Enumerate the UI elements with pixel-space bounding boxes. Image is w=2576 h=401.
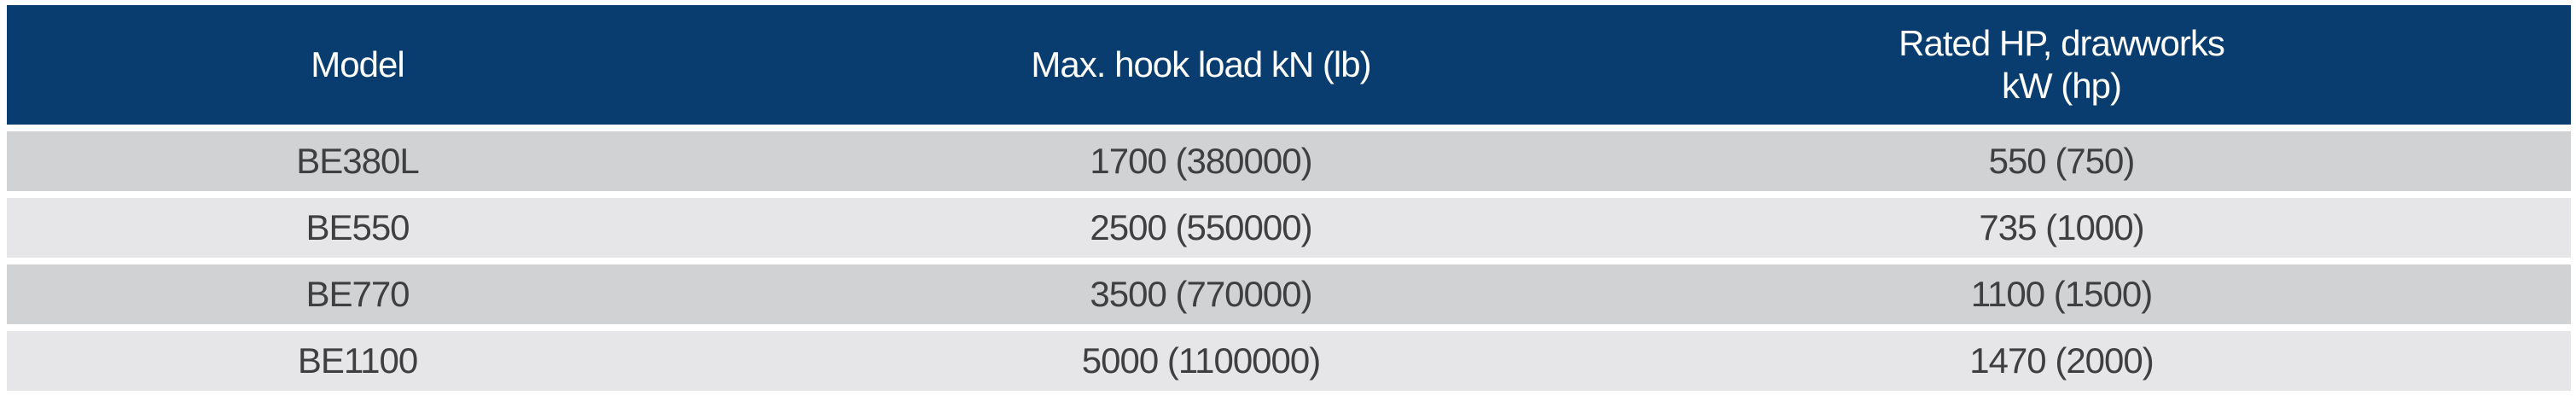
cell-hook-load: 1700 (380000)	[1090, 141, 1312, 181]
table-row: BE770 3500 (770000) 1100 (1500)	[7, 264, 2571, 324]
cell-rated-hp: 1100 (1500)	[1970, 274, 2153, 314]
table-row: BE550 2500 (550000) 735 (1000)	[7, 198, 2571, 258]
table-row: BE1100 5000 (1100000) 1470 (2000)	[7, 331, 2571, 391]
specs-table: Model Max. hook load kN (lb) Rated HP, d…	[7, 5, 2571, 391]
header-rated-hp-line2: kW (hp)	[2002, 66, 2122, 106]
cell-hook-load: 3500 (770000)	[1090, 274, 1312, 314]
cell-hook-load: 2500 (550000)	[1090, 207, 1312, 247]
cell-model: BE770	[305, 274, 410, 314]
table-header: Model Max. hook load kN (lb) Rated HP, d…	[7, 5, 2571, 125]
cell-model: BE380L	[296, 141, 419, 181]
header-rated-hp: Rated HP, drawworks kW (hp)	[1694, 22, 2429, 108]
cell-rated-hp: 550 (750)	[1988, 141, 2136, 181]
cell-rated-hp: 735 (1000)	[1979, 207, 2144, 247]
cell-rated-hp: 1470 (2000)	[1969, 340, 2154, 381]
header-rated-hp-line1: Rated HP, drawworks	[1899, 23, 2225, 63]
cell-model: BE1100	[297, 340, 418, 381]
header-max-hook-load: Max. hook load kN (lb)	[1031, 44, 1371, 84]
cell-hook-load: 5000 (1100000)	[1081, 340, 1321, 381]
table-row: BE380L 1700 (380000) 550 (750)	[7, 131, 2571, 191]
header-model: Model	[311, 44, 404, 84]
cell-model: BE550	[305, 207, 410, 247]
